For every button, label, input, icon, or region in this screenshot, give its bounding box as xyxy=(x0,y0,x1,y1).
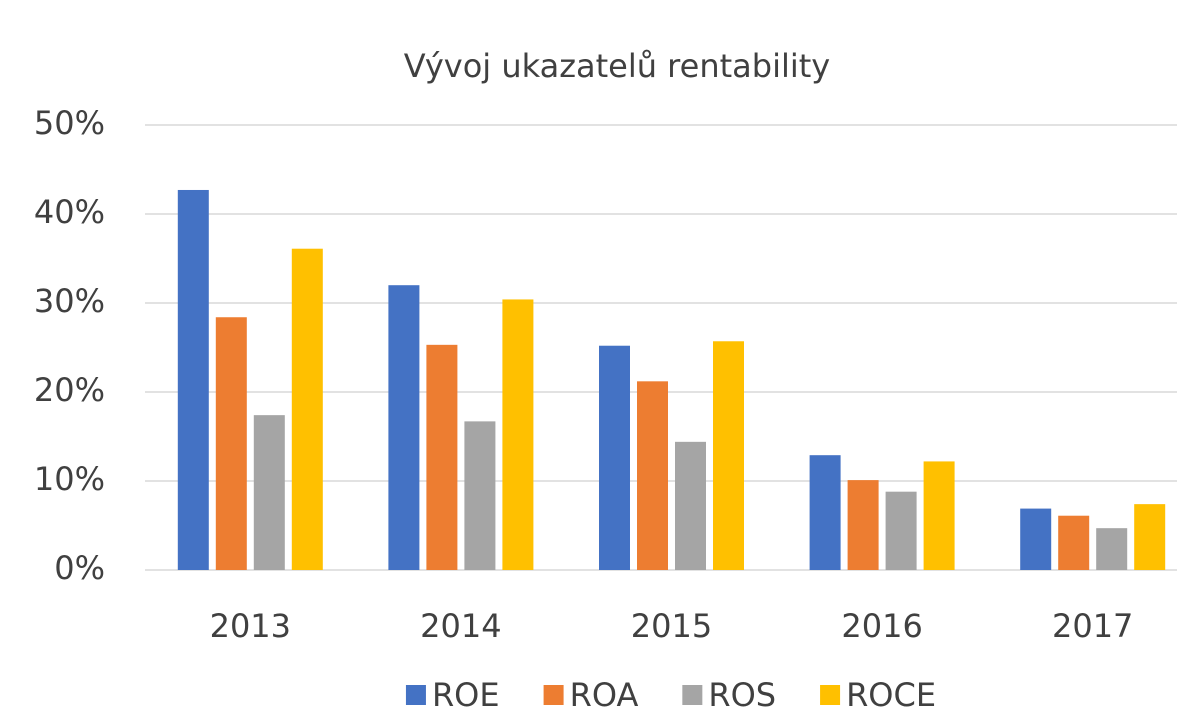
bar xyxy=(502,299,534,570)
y-tick-label: 30% xyxy=(34,282,105,320)
bar xyxy=(426,344,458,570)
legend-swatch xyxy=(682,685,703,705)
bar xyxy=(1020,508,1052,570)
x-tick-label: 2013 xyxy=(210,607,291,645)
legend-swatch xyxy=(405,685,426,705)
legend-label: ROE xyxy=(432,676,500,714)
bar xyxy=(675,441,706,570)
x-tick-label: 2017 xyxy=(1052,607,1133,645)
x-tick-label: 2015 xyxy=(631,607,712,645)
bar xyxy=(923,461,955,570)
bar xyxy=(388,285,420,570)
bar xyxy=(464,421,496,570)
bar xyxy=(291,248,323,570)
bar xyxy=(215,317,247,570)
y-tick-label: 40% xyxy=(34,193,105,231)
legend-swatch xyxy=(543,685,564,705)
bar xyxy=(177,189,209,570)
y-tick-label: 50% xyxy=(34,104,105,142)
x-tick-label: 2016 xyxy=(841,607,922,645)
bar xyxy=(1134,504,1166,570)
bar xyxy=(809,455,841,570)
chart-title: Vývoj ukazatelů rentability xyxy=(404,47,830,85)
y-tick-label: 10% xyxy=(34,460,105,498)
y-tick-label: 0% xyxy=(54,549,105,587)
bar xyxy=(847,480,879,570)
bar xyxy=(1096,528,1128,570)
bar xyxy=(1058,515,1090,570)
x-tick-label: 2014 xyxy=(420,607,501,645)
legend-label: ROCE xyxy=(846,676,936,714)
bar xyxy=(713,341,744,570)
legend-label: ROS xyxy=(708,676,776,714)
bar xyxy=(885,491,917,570)
bar xyxy=(253,415,285,570)
legend-label: ROA xyxy=(570,676,639,714)
legend-swatch xyxy=(820,685,841,705)
y-tick-label: 20% xyxy=(34,371,105,409)
bar xyxy=(637,381,668,570)
bar xyxy=(599,345,630,570)
